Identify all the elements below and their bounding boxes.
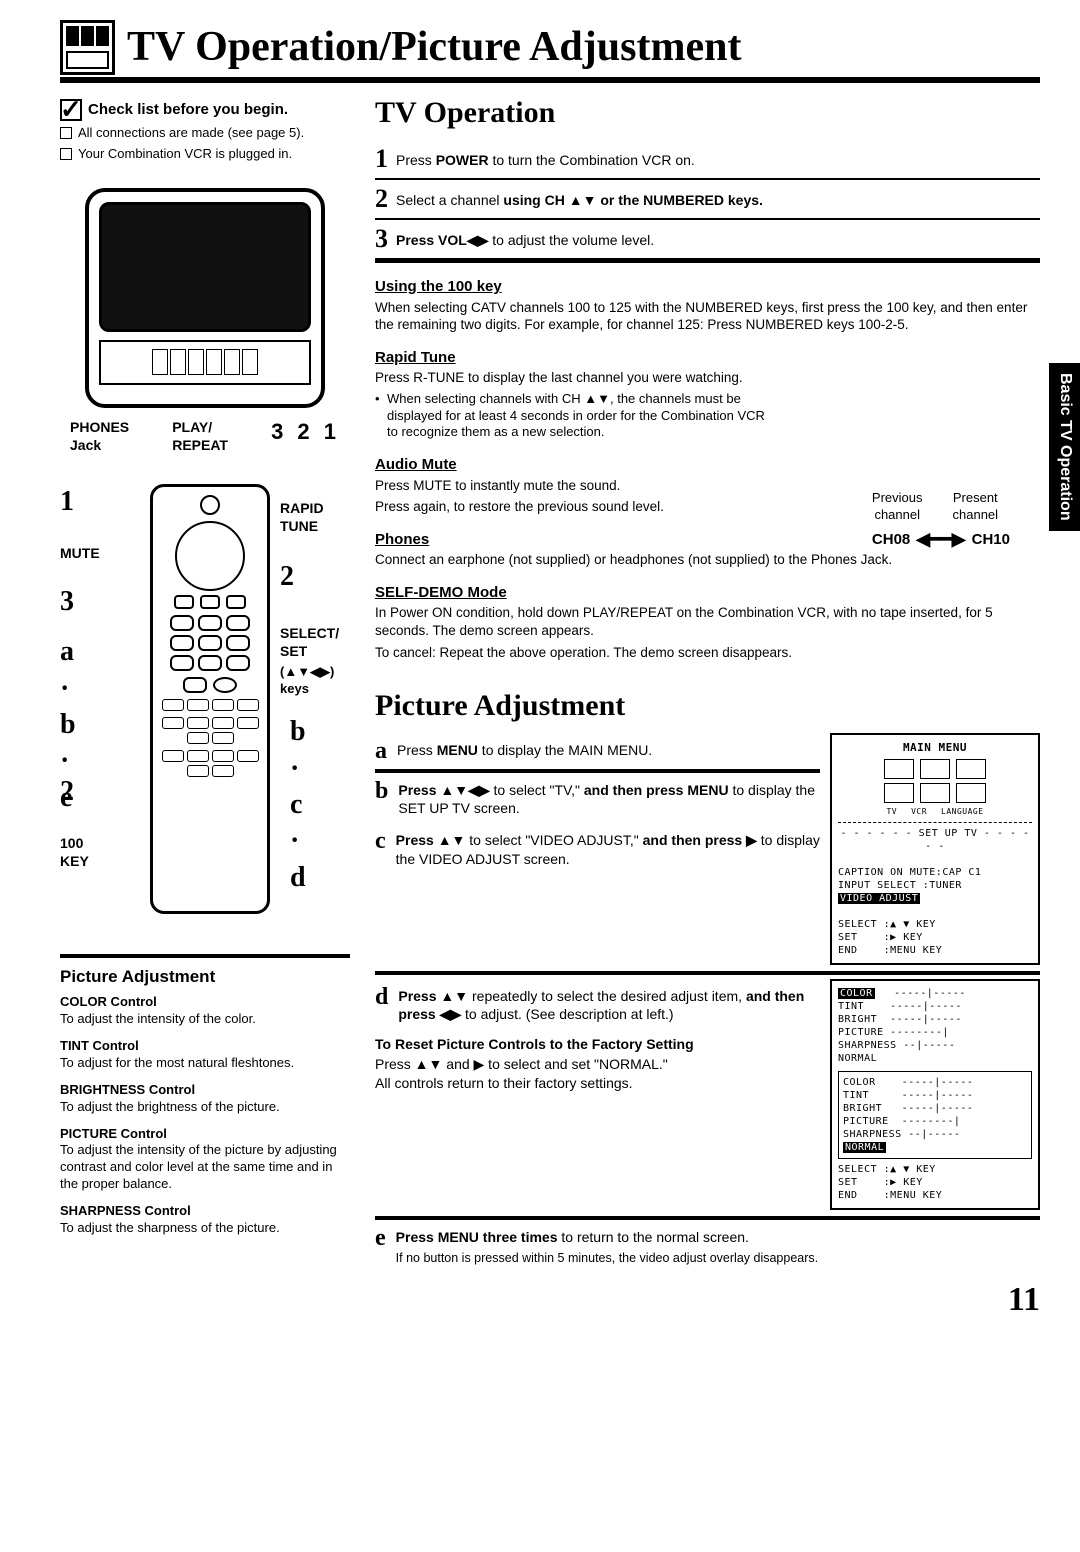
picture-adjustment-section: Picture Adjustment a Press MENU to displ…	[375, 686, 1040, 1272]
left-column: Check list before you begin. All connect…	[60, 93, 350, 1322]
menu-screenshot-1: MAIN MENU TVVCRLANGUAGE - - - - - - SET …	[830, 733, 1040, 965]
page-number: 11	[375, 1278, 1040, 1322]
menu-screenshot-2: COLOR -----|----- TINT -----|----- BRIGH…	[830, 979, 1040, 1210]
step-2: 2 Select a channel using CH ▲▼ or the NU…	[375, 180, 1040, 220]
checkmark-icon	[60, 99, 82, 121]
step-e: e Press MENU three times to return to th…	[375, 1216, 1040, 1272]
control-item: BRIGHTNESS ControlTo adjust the brightne…	[60, 1082, 350, 1116]
checklist-item: All connections are made (see page 5).	[60, 125, 350, 142]
remote-illustration: 1 MUTE 3 a · b · e 2 100 KEY RAPID TUNE …	[60, 484, 350, 944]
page-title: TV Operation/Picture Adjustment	[127, 20, 741, 75]
step-c: c Press ▲▼ to select "VIDEO ADJUST," and…	[375, 823, 820, 873]
step-1: 1 Press POWER to turn the Combination VC…	[375, 140, 1040, 180]
reset-heading: To Reset Picture Controls to the Factory…	[375, 1035, 820, 1053]
right-column: Basic TV Operation TV Operation 1 Press …	[375, 93, 1040, 1322]
page-header: TV Operation/Picture Adjustment	[60, 20, 1040, 83]
step-b: b Press ▲▼◀▶ to select "TV," and then pr…	[375, 773, 820, 823]
step-d: d Press ▲▼ repeatedly to select the desi…	[375, 979, 820, 1029]
control-item: SHARPNESS ControlTo adjust the sharpness…	[60, 1203, 350, 1237]
checklist-item: Your Combination VCR is plugged in.	[60, 146, 350, 163]
step-a: a Press MENU to display the MAIN MENU.	[375, 733, 820, 773]
picture-adjustment-heading: Picture Adjustment	[60, 966, 350, 988]
checklist-heading: Check list before you begin.	[60, 99, 350, 121]
tv-illustration	[85, 188, 325, 408]
tv-operation-heading: TV Operation	[375, 93, 1040, 132]
section-100key: Using the 100 key When selecting CATV ch…	[375, 277, 1040, 334]
channel-diagram: Previous channel Present channel CH08 ◀━…	[872, 490, 1010, 551]
tv-jack-labels: PHONES Jack PLAY/ REPEAT 3 2 1	[70, 418, 340, 454]
section-rapid-tune: Rapid Tune Press R-TUNE to display the l…	[375, 348, 1040, 442]
section-tab: Basic TV Operation	[1049, 363, 1080, 531]
checkbox-icon	[60, 127, 72, 139]
control-item: PICTURE ControlTo adjust the intensity o…	[60, 1126, 350, 1194]
checkbox-icon	[60, 148, 72, 160]
tv-icon	[60, 20, 115, 75]
control-item: COLOR ControlTo adjust the intensity of …	[60, 994, 350, 1028]
double-arrow-icon: ◀━━▶	[916, 528, 965, 551]
step-3: 3 Press VOL◀▶ to adjust the volume level…	[375, 220, 1040, 263]
control-item: TINT ControlTo adjust for the most natur…	[60, 1038, 350, 1072]
section-self-demo: SELF-DEMO Mode In Power ON condition, ho…	[375, 583, 1040, 661]
